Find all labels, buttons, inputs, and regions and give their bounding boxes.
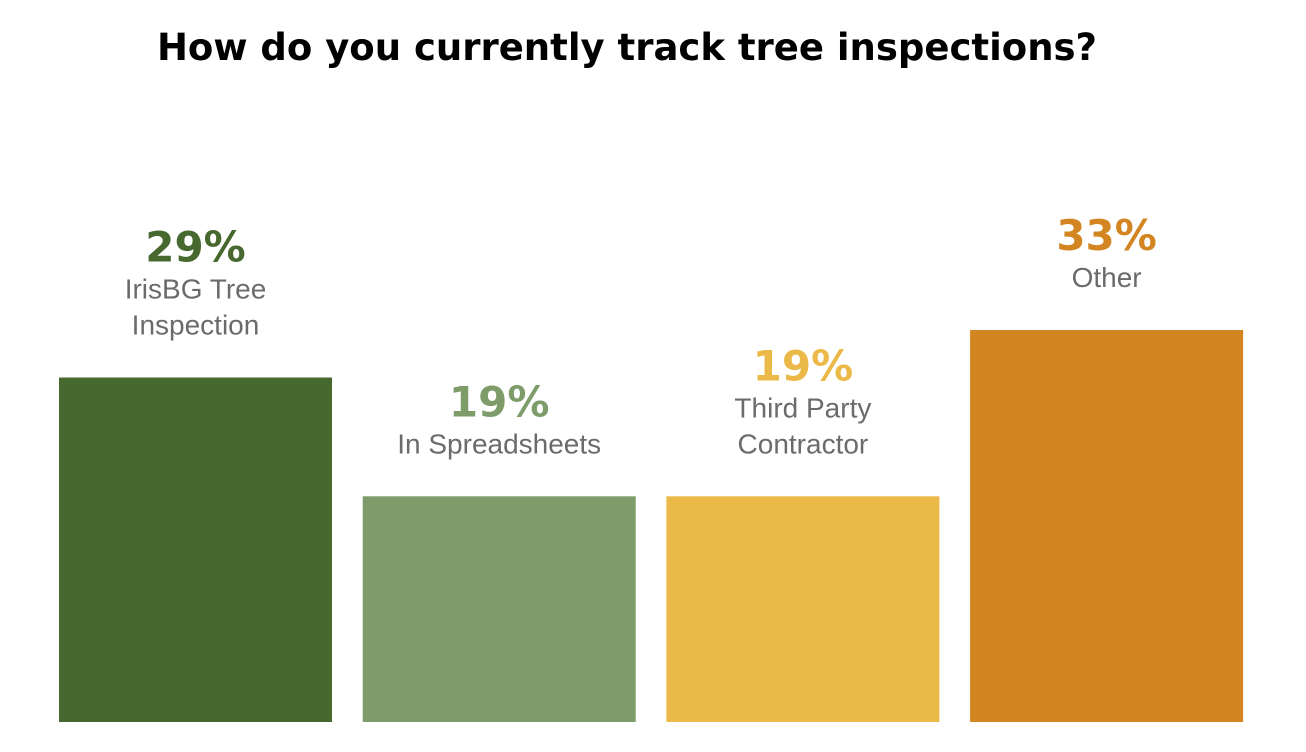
bar-3: [666, 496, 940, 722]
value-label-1: 29%: [145, 223, 246, 272]
category-label-4: Other: [1072, 262, 1142, 293]
chart-title: How do you currently track tree inspecti…: [156, 26, 1098, 69]
value-label-2: 19%: [449, 377, 550, 426]
bar-1: [59, 377, 332, 722]
bar-2: [362, 496, 636, 722]
category-label-3-line-1: Third Party: [734, 392, 871, 423]
category-label-3-line-2: Contractor: [738, 428, 869, 459]
category-label-1-line-2: Inspection: [132, 310, 260, 341]
value-label-3: 19%: [753, 341, 854, 390]
category-label-2: In Spreadsheets: [397, 428, 601, 459]
value-label-4: 33%: [1056, 211, 1157, 260]
category-label-1-line-1: IrisBG Tree: [125, 274, 267, 305]
bar-4: [970, 330, 1244, 722]
